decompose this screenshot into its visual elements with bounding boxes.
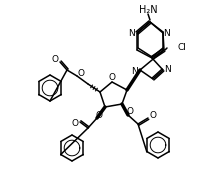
Text: H₂N: H₂N bbox=[139, 5, 157, 15]
Text: N: N bbox=[165, 65, 171, 74]
Text: N: N bbox=[129, 29, 135, 38]
Text: O: O bbox=[52, 55, 59, 64]
Text: O: O bbox=[126, 107, 133, 116]
Text: Cl: Cl bbox=[178, 44, 187, 53]
Text: O: O bbox=[71, 118, 78, 128]
Text: O: O bbox=[109, 72, 116, 81]
Text: N: N bbox=[132, 67, 138, 76]
Text: O: O bbox=[96, 110, 103, 120]
Text: O: O bbox=[77, 69, 84, 78]
Text: N: N bbox=[164, 29, 170, 38]
Text: O: O bbox=[150, 112, 157, 121]
